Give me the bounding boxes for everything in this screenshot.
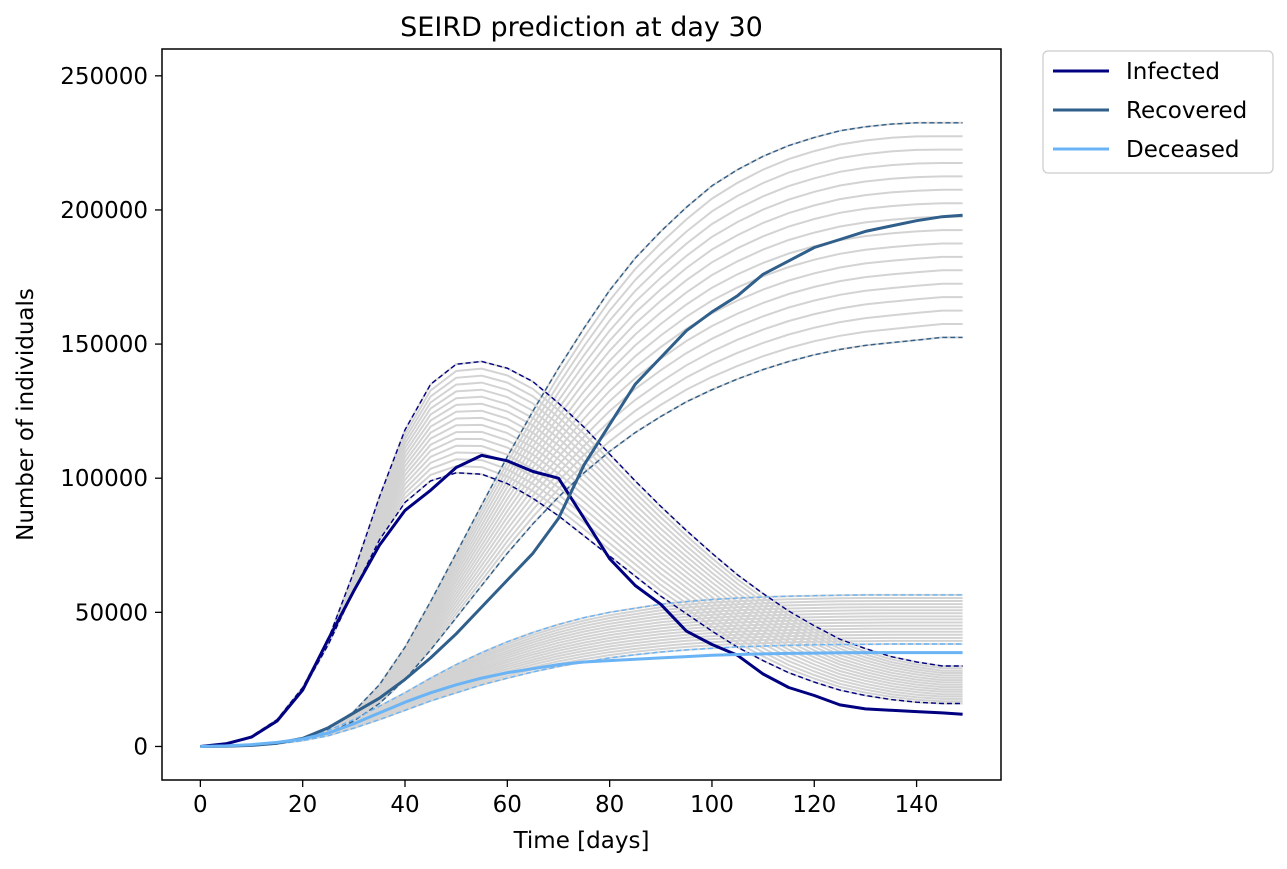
y-tick-label: 150000	[60, 332, 148, 358]
x-tick-label: 0	[193, 792, 208, 818]
x-tick-label: 40	[390, 792, 419, 818]
ensemble-line-infected	[200, 465, 963, 748]
legend: Infected Recovered Deceased	[1042, 50, 1274, 174]
x-tick-label: 20	[288, 792, 317, 818]
y-tick-label: 250000	[60, 64, 148, 90]
ensemble-line-infected	[200, 402, 963, 748]
legend-box	[1042, 50, 1274, 174]
deceased-upper-bound	[200, 594, 963, 748]
x-tick-label: 120	[792, 792, 836, 818]
legend-label-deceased: Deceased	[1126, 137, 1239, 163]
ensemble-line-infected	[200, 388, 963, 748]
y-axis-label: Number of individuals	[13, 288, 39, 541]
y-tick-label: 50000	[75, 600, 148, 626]
x-axis-label: Time [days]	[513, 828, 650, 854]
infected-series-line	[200, 453, 963, 748]
plot-frame	[161, 48, 1002, 781]
ensemble-line-infected	[200, 451, 963, 748]
ensemble-line-deceased	[200, 609, 963, 748]
recovered-series-line	[200, 213, 963, 748]
legend-label-infected: Infected	[1126, 59, 1220, 85]
x-tick-label: 140	[895, 792, 939, 818]
ensemble-line-infected	[200, 458, 963, 748]
y-axis-ticks: 0 50000 100000 150000 200000 250000	[60, 64, 162, 760]
chart-title: SEIRD prediction at day 30	[400, 12, 763, 43]
infected-lower-bound	[200, 472, 963, 748]
x-tick-label: 80	[595, 792, 624, 818]
x-axis-ticks: 0 20 40 60 80 100 120 140	[193, 780, 939, 818]
y-tick-label: 0	[133, 734, 148, 760]
y-tick-label: 200000	[60, 198, 148, 224]
ensemble-line-infected	[200, 409, 963, 748]
y-tick-label: 100000	[60, 466, 148, 492]
x-tick-label: 100	[690, 792, 734, 818]
legend-label-recovered: Recovered	[1126, 98, 1247, 124]
deceased-series-line	[200, 651, 963, 748]
x-tick-label: 60	[493, 792, 522, 818]
observed-series	[200, 213, 963, 748]
